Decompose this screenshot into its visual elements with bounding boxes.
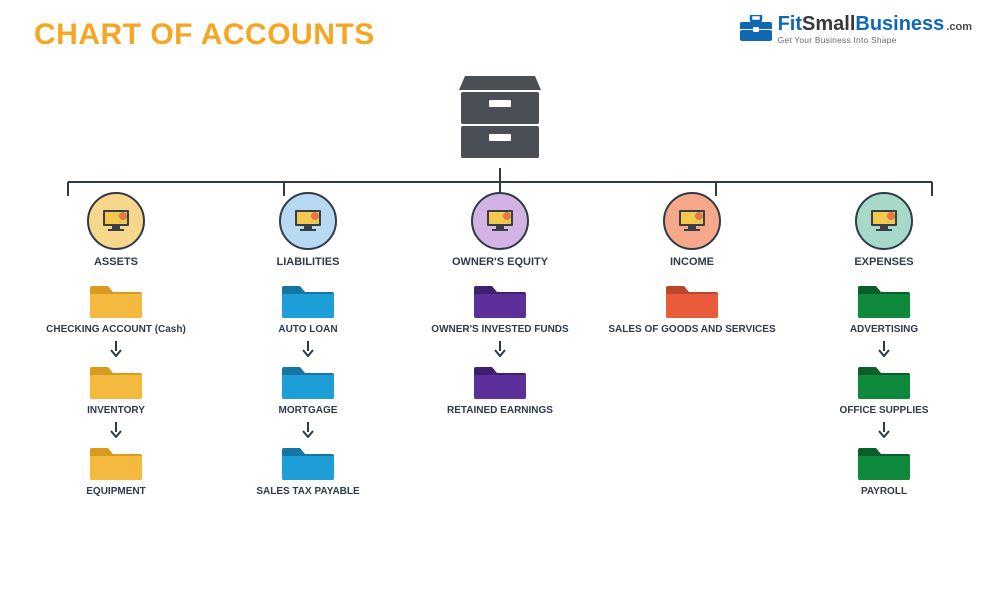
category-circle xyxy=(87,192,145,250)
briefcase-icon xyxy=(740,15,772,43)
brand-logo: FitSmallBusiness.com Get Your Business I… xyxy=(740,14,972,45)
account-item: EQUIPMENT xyxy=(86,442,145,497)
logo-text: FitSmallBusiness.com xyxy=(778,14,972,34)
category-circle xyxy=(279,192,337,250)
account-item: SALES TAX PAYABLE xyxy=(256,442,359,497)
account-item: PAYROLL xyxy=(858,442,910,497)
folder-icon xyxy=(282,280,334,320)
category-label: EXPENSES xyxy=(854,256,913,268)
account-item: OFFICE SUPPLIES xyxy=(840,361,929,416)
folder-icon xyxy=(666,280,718,320)
account-item: OWNER'S INVESTED FUNDS xyxy=(431,280,568,335)
folder-icon xyxy=(282,442,334,482)
account-label: OWNER'S INVESTED FUNDS xyxy=(431,324,568,335)
folder-icon xyxy=(282,361,334,401)
account-label: CHECKING ACCOUNT (Cash) xyxy=(46,324,186,335)
account-item: ADVERTISING xyxy=(850,280,918,335)
category-inner-icon xyxy=(291,206,325,236)
account-label: PAYROLL xyxy=(861,486,907,497)
categories-row: ASSETS CHECKING ACCOUNT (Cash) INVENTORY… xyxy=(0,192,1000,497)
category-inner-icon xyxy=(867,206,901,236)
logo-tagline: Get Your Business Into Shape xyxy=(778,36,972,45)
folder-icon xyxy=(858,442,910,482)
category-equity: OWNER'S EQUITY OWNER'S INVESTED FUNDS RE… xyxy=(410,192,590,497)
folder-icon xyxy=(90,280,142,320)
category-label: ASSETS xyxy=(94,256,138,268)
folder-icon xyxy=(474,280,526,320)
category-inner-icon xyxy=(675,206,709,236)
category-inner-icon xyxy=(99,206,133,236)
arrow-down-icon xyxy=(878,341,890,357)
category-inner-icon xyxy=(483,206,517,236)
account-label: OFFICE SUPPLIES xyxy=(840,405,929,416)
page-title-wrap: CHART OF ACCOUNTS xyxy=(34,18,375,52)
category-assets: ASSETS CHECKING ACCOUNT (Cash) INVENTORY… xyxy=(26,192,206,497)
category-circle xyxy=(663,192,721,250)
folder-icon xyxy=(474,361,526,401)
account-label: AUTO LOAN xyxy=(278,324,337,335)
category-circle xyxy=(471,192,529,250)
category-label: INCOME xyxy=(670,256,714,268)
arrow-down-icon xyxy=(110,341,122,357)
account-label: SALES OF GOODS AND SERVICES xyxy=(608,324,775,335)
account-item: MORTGAGE xyxy=(279,361,338,416)
category-income: INCOME SALES OF GOODS AND SERVICES xyxy=(602,192,782,497)
page-title: CHART OF ACCOUNTS xyxy=(34,18,375,52)
folder-icon xyxy=(90,442,142,482)
arrow-down-icon xyxy=(110,422,122,438)
category-label: OWNER'S EQUITY xyxy=(452,256,548,268)
folder-icon xyxy=(90,361,142,401)
account-label: MORTGAGE xyxy=(279,405,338,416)
file-cabinet-icon xyxy=(459,76,541,167)
account-label: ADVERTISING xyxy=(850,324,918,335)
account-item: CHECKING ACCOUNT (Cash) xyxy=(46,280,186,335)
category-expenses: EXPENSES ADVERTISING OFFICE SUPPLIES PAY… xyxy=(794,192,974,497)
account-item: RETAINED EARNINGS xyxy=(447,361,553,416)
folder-icon xyxy=(858,361,910,401)
arrow-down-icon xyxy=(494,341,506,357)
category-circle xyxy=(855,192,913,250)
account-label: RETAINED EARNINGS xyxy=(447,405,553,416)
arrow-down-icon xyxy=(302,422,314,438)
account-label: SALES TAX PAYABLE xyxy=(256,486,359,497)
folder-icon xyxy=(858,280,910,320)
account-item: INVENTORY xyxy=(87,361,145,416)
account-label: EQUIPMENT xyxy=(86,486,145,497)
account-item: AUTO LOAN xyxy=(278,280,337,335)
category-label: LIABILITIES xyxy=(277,256,340,268)
account-item: SALES OF GOODS AND SERVICES xyxy=(608,280,775,335)
account-label: INVENTORY xyxy=(87,405,145,416)
arrow-down-icon xyxy=(302,341,314,357)
arrow-down-icon xyxy=(878,422,890,438)
category-liabilities: LIABILITIES AUTO LOAN MORTGAGE SALES TAX… xyxy=(218,192,398,497)
